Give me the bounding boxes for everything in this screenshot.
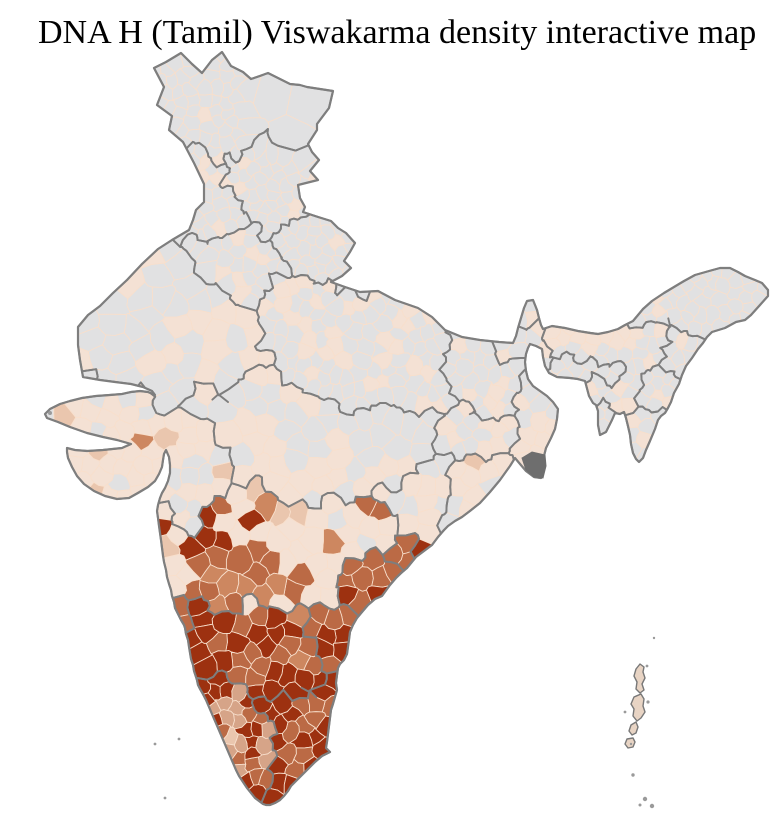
svg-text:DNA H (Tamil) Viswakarma densi: DNA H (Tamil) Viswakarma density interac… [38,14,756,51]
